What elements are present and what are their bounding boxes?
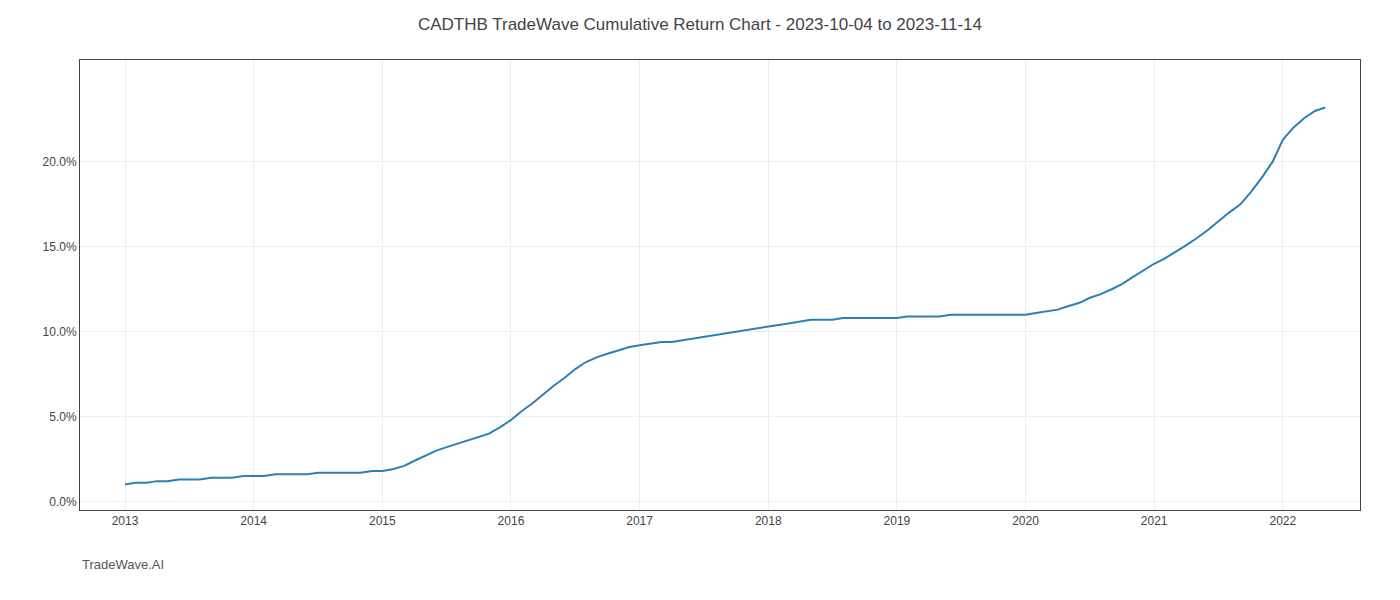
svg-text:2020: 2020 [1012, 514, 1039, 528]
svg-text:2019: 2019 [884, 514, 911, 528]
svg-text:CADTHB TradeWave Cumulative Re: CADTHB TradeWave Cumulative Return Chart… [418, 15, 982, 34]
svg-text:0.0%: 0.0% [49, 495, 77, 509]
svg-text:10.0%: 10.0% [43, 325, 77, 339]
svg-text:TradeWave.AI: TradeWave.AI [82, 557, 164, 572]
svg-text:2013: 2013 [112, 514, 139, 528]
svg-text:2014: 2014 [240, 514, 267, 528]
svg-text:2017: 2017 [626, 514, 653, 528]
svg-text:2021: 2021 [1141, 514, 1168, 528]
svg-text:2015: 2015 [369, 514, 396, 528]
svg-text:2016: 2016 [498, 514, 525, 528]
svg-text:15.0%: 15.0% [43, 240, 77, 254]
svg-text:2022: 2022 [1269, 514, 1296, 528]
svg-text:20.0%: 20.0% [43, 155, 77, 169]
svg-text:2018: 2018 [755, 514, 782, 528]
svg-text:5.0%: 5.0% [49, 410, 77, 424]
